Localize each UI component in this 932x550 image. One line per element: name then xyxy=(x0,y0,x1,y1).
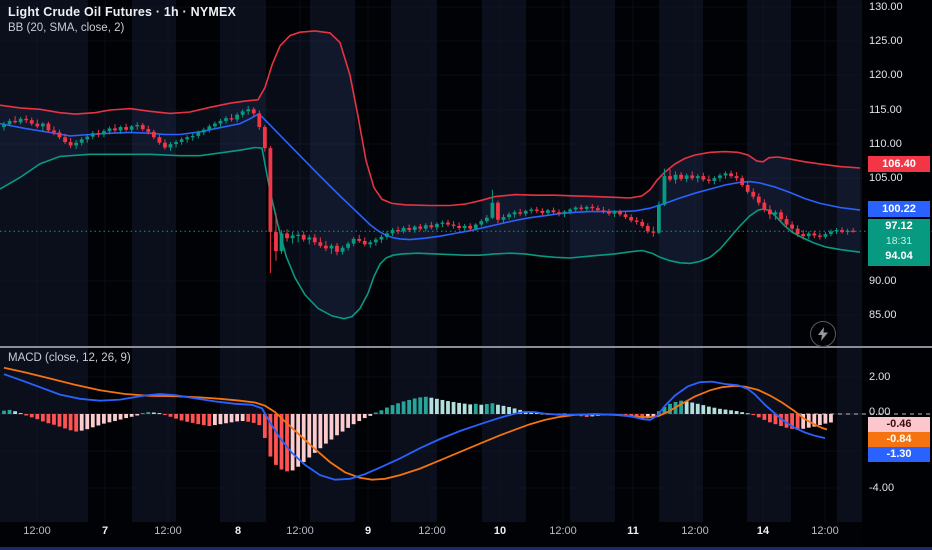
bb-lower-price-badge: 94.04 xyxy=(885,250,913,262)
price-axis-label: 115.00 xyxy=(869,104,902,116)
price-axis-label: 120.00 xyxy=(869,69,903,81)
lightning-bolt-icon xyxy=(818,327,828,341)
bb-indicator-label[interactable]: BB (20, SMA, close, 2) xyxy=(8,22,125,34)
bb-middle-price-badge: 100.22 xyxy=(868,201,930,217)
bar-countdown: 18:31 xyxy=(885,235,913,247)
last-price-value: 97.12 xyxy=(885,220,913,232)
time-axis-label: 7 xyxy=(101,525,109,537)
symbol-title[interactable]: Light Crude Oil Futures · 1h · NYMEX xyxy=(8,5,237,19)
price-axis-label: 90.00 xyxy=(869,275,897,287)
time-axis-label: 9 xyxy=(364,525,372,537)
time-axis-label: 12:00 xyxy=(681,525,709,537)
time-axis-label: 8 xyxy=(234,525,242,537)
price-axis-label: 105.00 xyxy=(869,172,903,184)
macd-hist-badge: -0.46 xyxy=(868,417,930,432)
macd-axis-label: 2.00 xyxy=(869,371,891,383)
instant-order-button[interactable] xyxy=(810,321,836,347)
macd-axis-label: -4.00 xyxy=(869,482,895,494)
last-price-badge: 97.12 18:31 94.04 xyxy=(868,219,930,266)
macd-indicator-label[interactable]: MACD (close, 12, 26, 9) xyxy=(8,352,131,364)
panel-separator[interactable] xyxy=(0,346,932,348)
time-axis-label: 12:00 xyxy=(23,525,51,537)
price-axis-label: 130.00 xyxy=(869,1,903,13)
time-axis-label: 11 xyxy=(627,525,639,537)
macd-value-badge: -1.30 xyxy=(868,447,930,462)
time-axis-label: 10 xyxy=(493,525,507,537)
time-axis-label: 14 xyxy=(756,525,770,537)
time-axis-label: 12:00 xyxy=(549,525,577,537)
price-axis-label: 110.00 xyxy=(869,138,902,150)
time-axis-label: 12:00 xyxy=(154,525,182,537)
time-axis-label: 12:00 xyxy=(811,525,839,537)
price-axis-label: 85.00 xyxy=(869,309,897,321)
macd-axis-label: 0.00 xyxy=(869,406,891,418)
bottom-edge-strip xyxy=(0,547,932,550)
macd-signal-badge: -0.84 xyxy=(868,432,930,447)
price-axis-label: 125.00 xyxy=(869,35,903,47)
bb-upper-price-badge: 106.40 xyxy=(868,156,930,172)
time-axis-label: 12:00 xyxy=(418,525,446,537)
time-axis-label: 12:00 xyxy=(286,525,314,537)
